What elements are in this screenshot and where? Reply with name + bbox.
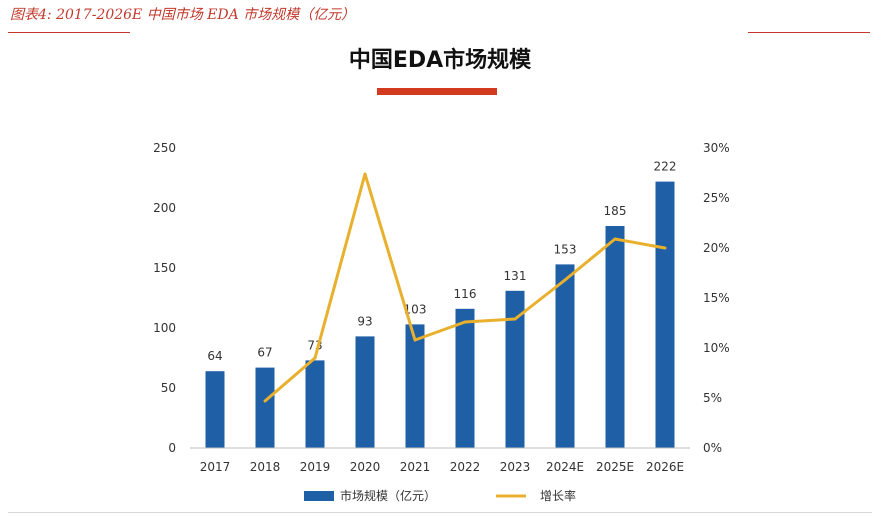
bar-value-label: 64 (207, 349, 222, 363)
y2-tick-label: 5% (703, 391, 722, 405)
bar (655, 181, 675, 448)
growth-point (363, 172, 367, 176)
bar (205, 371, 225, 448)
x-tick-label: 2024E (546, 460, 584, 474)
y2-tick-label: 15% (703, 291, 730, 305)
bar (305, 360, 325, 448)
y-axis-right: 0% 5% 10% 15% 20% 25% 30% (703, 141, 730, 455)
growth-point (463, 320, 467, 324)
y-tick-label: 200 (153, 201, 176, 215)
growth-point (263, 399, 267, 403)
bar-value-label: 116 (454, 287, 477, 301)
bar (405, 324, 425, 448)
x-tick-label: 2020 (350, 460, 381, 474)
x-axis: 2017 2018 2019 2020 2021 2022 2023 2024E 2025E 20… (190, 447, 690, 474)
legend: 市场规模（亿元） 增长率 (304, 488, 576, 503)
x-tick-label: 2022 (450, 460, 481, 474)
bar-value-label: 185 (604, 204, 627, 218)
bar-value-label: 222 (654, 160, 677, 174)
x-tick-label: 2023 (500, 460, 531, 474)
x-tick-label: 2021 (400, 460, 431, 474)
y-tick-label: 50 (161, 381, 176, 395)
bar (255, 367, 275, 448)
figure-caption: 图表4: 2017-2026E 中国市场 EDA 市场规模（亿元） (10, 7, 356, 23)
y-tick-label: 100 (153, 321, 176, 335)
bottom-rule (8, 512, 872, 513)
legend-label-line: 增长率 (540, 488, 576, 503)
caption-rule-left (8, 32, 130, 33)
x-tick-label: 2018 (250, 460, 281, 474)
legend-label-bar: 市场规模（亿元） (340, 488, 436, 503)
growth-point (413, 338, 417, 342)
bar-value-label: 153 (554, 242, 577, 256)
y2-tick-label: 0% (703, 441, 722, 455)
y-tick-label: 150 (153, 261, 176, 275)
growth-point (663, 246, 667, 250)
bar-value-label: 93 (357, 314, 372, 328)
y2-tick-label: 25% (703, 191, 730, 205)
y-axis-left: 0 50 100 150 200 250 (153, 141, 176, 455)
bar-value-label: 67 (257, 346, 272, 360)
y-tick-label: 250 (153, 141, 176, 155)
bar-value-label: 131 (504, 269, 527, 283)
x-tick-label: 2025E (596, 460, 634, 474)
growth-line-series (263, 172, 667, 403)
x-tick-label: 2026E (646, 460, 684, 474)
caption-rule-right (748, 32, 870, 33)
bar (505, 290, 525, 448)
title-underline (377, 88, 497, 95)
x-tick-label: 2017 (200, 460, 231, 474)
bar (605, 226, 625, 448)
bar-series (205, 181, 675, 448)
growth-point (613, 237, 617, 241)
growth-point (513, 317, 517, 321)
bar (355, 336, 375, 448)
x-tick-label: 2019 (300, 460, 331, 474)
legend-swatch-bar (304, 491, 334, 501)
bar (455, 308, 475, 448)
chart-title: 中国EDA市场规模 (349, 47, 532, 73)
y2-tick-label: 20% (703, 241, 730, 255)
y-tick-label: 0 (168, 441, 176, 455)
bar (555, 264, 575, 448)
growth-point (563, 278, 567, 282)
y2-tick-label: 30% (703, 141, 730, 155)
growth-point (313, 356, 317, 360)
y2-tick-label: 10% (703, 341, 730, 355)
bar-value-label: 103 (404, 302, 427, 316)
